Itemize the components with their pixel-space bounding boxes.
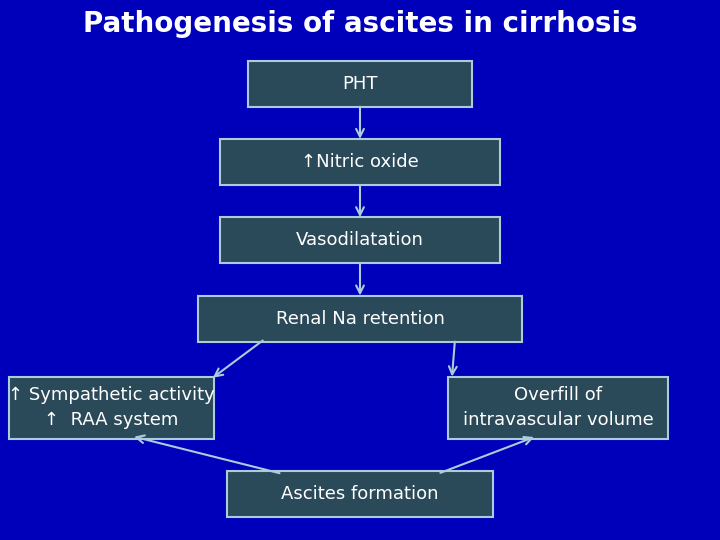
Text: ↑Nitric oxide: ↑Nitric oxide: [301, 153, 419, 171]
FancyBboxPatch shape: [220, 139, 500, 185]
FancyBboxPatch shape: [220, 217, 500, 263]
FancyBboxPatch shape: [248, 60, 472, 106]
FancyBboxPatch shape: [9, 377, 215, 438]
FancyBboxPatch shape: [227, 471, 493, 517]
Text: Ascites formation: Ascites formation: [282, 485, 438, 503]
Text: Overfill of
intravascular volume: Overfill of intravascular volume: [463, 386, 653, 429]
Text: Vasodilatation: Vasodilatation: [296, 231, 424, 249]
Text: Pathogenesis of ascites in cirrhosis: Pathogenesis of ascites in cirrhosis: [83, 10, 637, 38]
FancyBboxPatch shape: [198, 296, 522, 342]
FancyBboxPatch shape: [448, 377, 668, 438]
Text: ↑ Sympathetic activity
↑  RAA system: ↑ Sympathetic activity ↑ RAA system: [8, 386, 215, 429]
Text: Renal Na retention: Renal Na retention: [276, 309, 444, 328]
Text: PHT: PHT: [342, 75, 378, 93]
